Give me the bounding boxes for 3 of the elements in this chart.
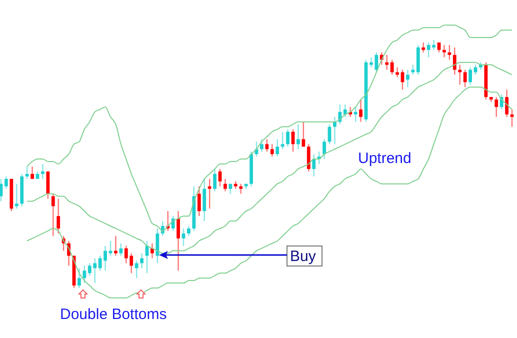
text: Double Bottoms <box>60 306 167 323</box>
annotation: Uptrend <box>358 150 412 167</box>
annotation: Buy <box>290 248 316 265</box>
